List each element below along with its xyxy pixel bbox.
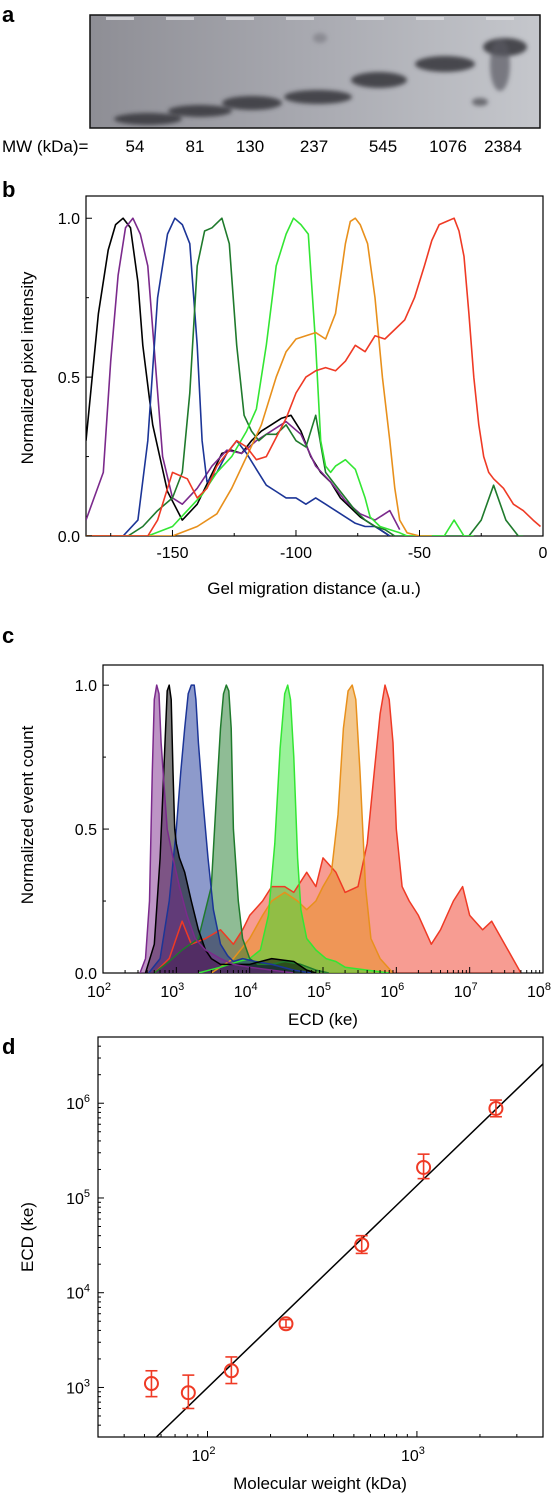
gel-well [106,17,134,20]
y-tick-label-d: 105 [66,1188,90,1208]
panel-b-chart: -150 -100 -50 0 0.0 0.5 1.0 Gel migration dist… [18,195,548,598]
gel-mw-label: 237 [300,137,328,156]
data-point [354,1237,370,1253]
gel-well [166,17,194,20]
data-point [143,1376,159,1392]
gel-band [415,56,475,72]
gel-spot [472,98,488,106]
gel-well [286,17,314,20]
series-line-237 [153,684,329,973]
panel-label-b: b [2,177,15,202]
gel-mw-label: 130 [236,137,264,156]
gel-mw-label: 2384 [484,137,522,156]
series-line-130 [86,217,391,536]
data-point [488,1100,504,1116]
series-line-54 [144,684,317,973]
y-tick-label-c: 0.5 [75,822,97,839]
gel-well [416,17,444,20]
gel-mw-prefix: MW (kDa)= [2,137,88,156]
y-tick-label-b: 0.0 [58,529,80,546]
series-area-545 [198,685,390,973]
x-axis-label-b: Gel migration distance (a.u.) [207,579,421,598]
y-tick-label-d: 103 [66,1377,90,1397]
x-tick-label-c: 104 [234,981,258,1001]
x-tick-label-b: -150 [156,545,188,562]
x-tick-label-d: 102 [192,1445,216,1465]
series-line-545 [86,217,474,536]
gel-spot [313,33,327,43]
series-line-1076 [210,684,394,973]
x-axis-label-c: ECD (ke) [288,1010,358,1029]
gel-band [114,113,182,125]
x-tick-label-b: 0 [539,545,548,562]
gel-image [89,14,541,129]
data-point [223,1363,239,1379]
series-area-1076 [211,685,393,973]
gel-band [284,90,352,104]
y-axis-label-c: Normalized event count [18,725,37,904]
x-tick-label-c: 107 [454,981,478,1001]
gel-mw-label: 545 [369,137,397,156]
fit-line [155,1063,543,1437]
panel-label-c: c [2,623,14,648]
y-tick-label-d: 104 [66,1283,90,1303]
series-line-54 [86,217,391,536]
series-line-237 [86,217,524,536]
series-line-81 [86,217,401,530]
x-tick-label-c: 108 [527,981,551,1001]
series-line-545 [198,684,390,973]
y-tick-label-c: 1.0 [75,678,97,695]
series-line-1076 [86,217,432,536]
gel-well [486,17,514,20]
plot-frame-d [97,1036,544,1438]
gel-mw-label: 81 [186,137,205,156]
data-point [180,1385,196,1401]
x-axis-label-d: Molecular weight (kDa) [233,1474,407,1493]
x-tick-label-c: 103 [160,981,184,1001]
panel-d-chart: 102 103 103 104 105 106 Molecular weight (kDa… [18,1036,544,1493]
series-area-54 [145,685,316,973]
x-tick-label-c: 105 [307,981,331,1001]
series-area-81 [140,685,294,973]
x-tick-label-d: 103 [401,1445,425,1465]
gel-band [351,72,407,88]
x-tick-label-b: -50 [408,545,431,562]
panel-label-d: d [2,1034,15,1059]
gel-well [226,17,254,20]
gel-band [222,96,282,110]
data-point [278,1316,294,1332]
y-axis-label-b: Normalized pixel intensity [18,271,37,464]
y-tick-label-b: 0.5 [58,370,80,387]
x-tick-label-c: 102 [87,981,111,1001]
data-point [416,1159,432,1175]
gel-mw-labels: 54 81 130 237 545 1076 2384 [126,137,522,156]
y-tick-label-b: 1.0 [58,211,80,228]
gel-well [356,17,384,20]
y-tick-label-c: 0.0 [75,966,97,983]
gel-mw-label: 1076 [429,137,467,156]
series-line-81 [139,684,294,973]
series-line-2384 [153,684,522,973]
series-line-130 [148,684,312,973]
plot-frame-b [85,195,544,537]
x-tick-label-c: 106 [380,981,404,1001]
gel-mw-label: 54 [126,137,145,156]
series-line-2384 [86,217,542,536]
gel-smear [490,39,510,91]
y-tick-label-d: 106 [66,1093,90,1113]
panel-label-a: a [2,2,15,27]
y-axis-label-d: ECD (ke) [18,1202,37,1272]
gel-band [168,105,232,117]
x-tick-label-b: -100 [280,545,312,562]
